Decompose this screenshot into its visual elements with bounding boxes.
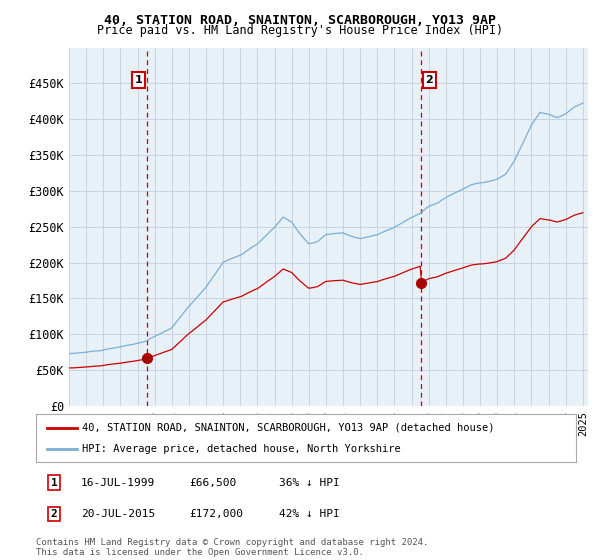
Text: £66,500: £66,500 <box>189 478 236 488</box>
Text: Contains HM Land Registry data © Crown copyright and database right 2024.
This d: Contains HM Land Registry data © Crown c… <box>36 538 428 557</box>
Text: 2: 2 <box>425 75 433 85</box>
Text: 36% ↓ HPI: 36% ↓ HPI <box>279 478 340 488</box>
Text: 1: 1 <box>50 478 58 488</box>
Text: £172,000: £172,000 <box>189 509 243 519</box>
Text: 40, STATION ROAD, SNAINTON, SCARBOROUGH, YO13 9AP: 40, STATION ROAD, SNAINTON, SCARBOROUGH,… <box>104 14 496 27</box>
Text: 42% ↓ HPI: 42% ↓ HPI <box>279 509 340 519</box>
Text: 40, STATION ROAD, SNAINTON, SCARBOROUGH, YO13 9AP (detached house): 40, STATION ROAD, SNAINTON, SCARBOROUGH,… <box>82 423 494 433</box>
Text: 20-JUL-2015: 20-JUL-2015 <box>81 509 155 519</box>
Text: HPI: Average price, detached house, North Yorkshire: HPI: Average price, detached house, Nort… <box>82 444 401 454</box>
Text: 16-JUL-1999: 16-JUL-1999 <box>81 478 155 488</box>
Text: Price paid vs. HM Land Registry's House Price Index (HPI): Price paid vs. HM Land Registry's House … <box>97 24 503 36</box>
Text: 2: 2 <box>50 509 58 519</box>
Text: 1: 1 <box>134 75 142 85</box>
